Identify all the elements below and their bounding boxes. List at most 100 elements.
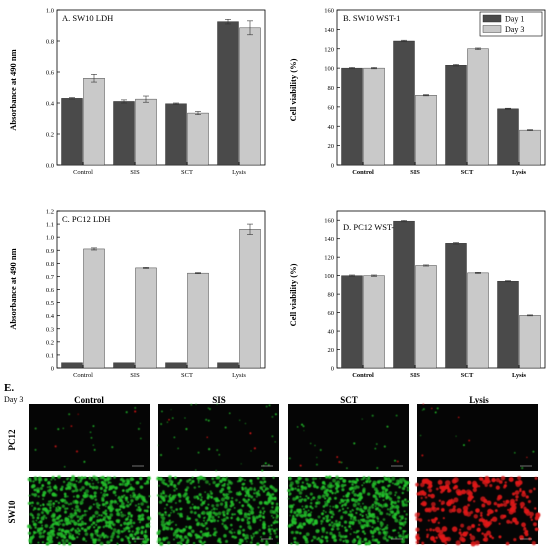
live-cell bbox=[393, 501, 397, 505]
chart-d-y-tick-label: 60 bbox=[328, 310, 335, 317]
live-cell bbox=[351, 491, 355, 495]
live-cell bbox=[250, 450, 252, 452]
dead-cell bbox=[489, 534, 493, 538]
live-cell bbox=[89, 517, 92, 520]
live-cell bbox=[180, 542, 183, 546]
live-cell bbox=[210, 519, 214, 523]
live-cell bbox=[394, 536, 398, 539]
live-cell bbox=[251, 539, 254, 541]
live-cell bbox=[315, 501, 319, 505]
dead-cell bbox=[451, 526, 458, 532]
live-cell bbox=[290, 487, 295, 491]
live-cell bbox=[304, 514, 307, 517]
live-cell bbox=[228, 412, 231, 415]
live-cell bbox=[120, 511, 123, 514]
live-cell bbox=[66, 507, 69, 510]
live-cell bbox=[159, 541, 164, 546]
live-cell bbox=[294, 530, 299, 535]
dead-cell bbox=[455, 488, 462, 495]
chart-d-error-bar bbox=[401, 220, 407, 223]
live-cell bbox=[235, 491, 240, 496]
live-cell bbox=[326, 514, 330, 518]
dead-cell bbox=[420, 496, 423, 500]
live-cell bbox=[136, 480, 140, 485]
chart-c-bar-day1 bbox=[113, 362, 135, 369]
live-cell bbox=[208, 448, 211, 451]
dead-cell bbox=[426, 528, 429, 531]
dead-cell bbox=[528, 489, 533, 494]
live-cell bbox=[374, 447, 377, 450]
live-cell bbox=[311, 477, 316, 481]
live-cell bbox=[56, 532, 61, 536]
chart-b-bar-day1 bbox=[497, 108, 519, 166]
live-cell bbox=[239, 538, 243, 542]
live-cell bbox=[135, 527, 139, 531]
dead-cell bbox=[439, 485, 443, 490]
live-cell bbox=[169, 496, 173, 501]
live-cell bbox=[68, 413, 71, 416]
legend-label: Day 3 bbox=[505, 25, 524, 34]
live-cell bbox=[140, 543, 143, 545]
dead-cell bbox=[431, 502, 436, 507]
chart-a-y-tick-label: 0.0 bbox=[46, 163, 54, 170]
live-cell bbox=[129, 503, 132, 506]
dead-cell bbox=[438, 529, 444, 535]
live-cell bbox=[238, 490, 241, 493]
live-cell bbox=[139, 508, 142, 511]
live-cell bbox=[107, 476, 112, 481]
live-cell bbox=[304, 504, 309, 509]
live-cell bbox=[129, 483, 132, 486]
live-cell bbox=[104, 485, 108, 489]
live-cell bbox=[250, 507, 254, 511]
live-cell bbox=[124, 496, 129, 500]
live-cell bbox=[127, 488, 131, 491]
live-cell bbox=[92, 514, 96, 518]
live-cell bbox=[293, 536, 297, 541]
live-cell bbox=[357, 519, 360, 522]
live-cell bbox=[106, 540, 110, 545]
live-cell bbox=[390, 510, 395, 514]
live-cell bbox=[295, 513, 299, 517]
live-cell bbox=[191, 476, 194, 479]
live-cell bbox=[313, 484, 317, 488]
live-cell bbox=[164, 507, 167, 510]
live-cell bbox=[359, 518, 363, 522]
live-cell bbox=[336, 527, 340, 531]
live-cell bbox=[204, 491, 207, 493]
live-cell bbox=[77, 524, 80, 526]
live-cell bbox=[265, 405, 268, 408]
live-cell bbox=[167, 499, 171, 503]
live-cell bbox=[532, 450, 535, 453]
live-cell bbox=[307, 496, 310, 500]
chart-d-bar-day3 bbox=[467, 272, 489, 369]
live-cell bbox=[328, 523, 332, 527]
dead-cell bbox=[521, 492, 527, 498]
live-cell bbox=[156, 494, 160, 497]
chart-b-bar-day3 bbox=[467, 48, 489, 166]
live-cell bbox=[69, 515, 72, 518]
live-cell bbox=[290, 530, 294, 535]
live-cell bbox=[310, 498, 313, 501]
live-cell bbox=[233, 513, 236, 516]
live-cell bbox=[173, 489, 176, 492]
live-cell bbox=[463, 444, 465, 447]
dead-cell bbox=[519, 501, 525, 507]
live-cell bbox=[159, 453, 163, 457]
live-cell bbox=[37, 521, 40, 524]
live-cell bbox=[301, 505, 304, 508]
live-cell bbox=[216, 508, 218, 510]
dead-cell bbox=[499, 503, 504, 507]
live-cell bbox=[256, 542, 260, 546]
live-cell bbox=[303, 430, 305, 432]
live-cell bbox=[377, 504, 380, 507]
live-cell bbox=[295, 495, 299, 500]
live-cell bbox=[403, 498, 407, 502]
live-cell bbox=[237, 530, 242, 535]
live-cell bbox=[341, 488, 345, 492]
live-cell bbox=[39, 486, 43, 491]
live-cell bbox=[36, 489, 40, 494]
live-cell bbox=[397, 511, 400, 514]
live-cell bbox=[127, 526, 131, 530]
live-cell bbox=[366, 515, 370, 519]
live-cell bbox=[212, 480, 216, 485]
